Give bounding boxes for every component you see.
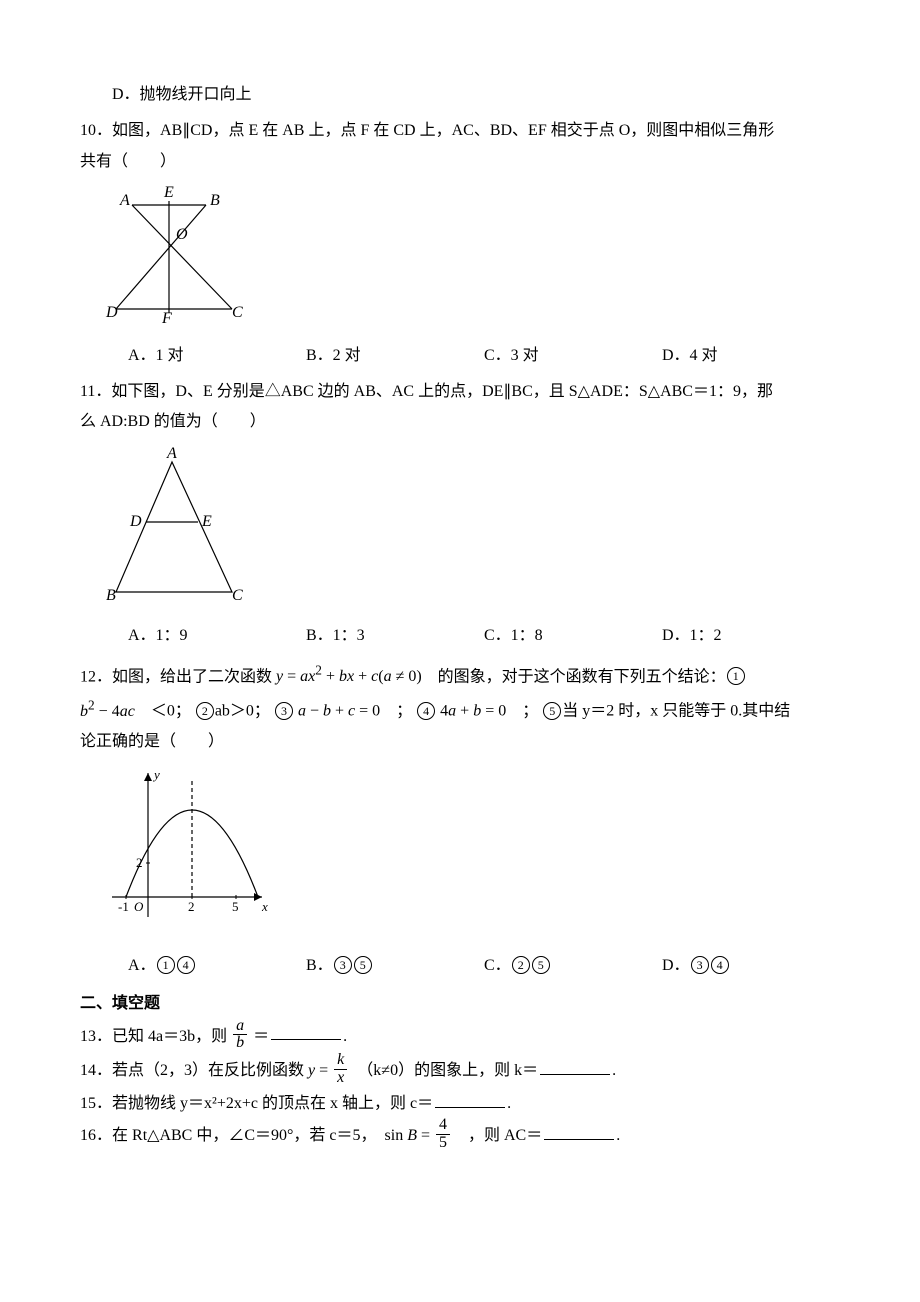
q12-option-a: A．14 — [128, 951, 306, 981]
q11-text-1: 如下图，D、E 分别是△ABC 边的 AB、AC 上的点，DE∥BC，且 S△A… — [111, 383, 773, 400]
q12-circle-4: 4 — [417, 702, 435, 720]
q13-suffix: . — [343, 1027, 347, 1044]
q12-formula-main: y = ax2 + bx + c(a ≠ 0) — [276, 668, 422, 685]
q12-stmt4-formula: 4a + b = 0 — [440, 703, 506, 720]
q11-line2: 么 AD:BD 的值为（ ） — [80, 407, 840, 437]
svg-text:5: 5 — [232, 899, 239, 914]
q15-suffix: . — [507, 1095, 511, 1112]
q14-prefix: 若点（2，3）在反比例函数 — [112, 1062, 308, 1079]
svg-text:A: A — [119, 192, 130, 209]
q12-circle-1: 1 — [727, 667, 745, 685]
q14-number: 14． — [80, 1062, 112, 1079]
q10-line1: 10．如图，AB∥CD，点 E 在 AB 上，点 F 在 CD 上，AC、BD、… — [80, 116, 840, 146]
q11-option-a: A．1：9 — [128, 621, 306, 651]
q16-suffix: . — [616, 1127, 620, 1144]
q13-number: 13． — [80, 1027, 112, 1044]
q16-prefix: 在 Rt△ABC 中，∠C＝90°，若 c＝5， — [112, 1127, 385, 1144]
section-2-title: 二、填空题 — [80, 989, 840, 1019]
q12-line3: 论正确的是（ ） — [80, 727, 840, 757]
q12-prefix: 如图，给出了二次函数 — [112, 668, 276, 685]
svg-text:2: 2 — [136, 855, 143, 870]
q12-stmt1-rest: ＜0； — [135, 703, 191, 720]
svg-text:E: E — [163, 184, 174, 201]
q15: 15．若抛物线 y＝x²+2x+c 的顶点在 x 轴上，则 c＝. — [80, 1089, 840, 1119]
q10-option-d: D．4 对 — [662, 341, 840, 371]
svg-text:D: D — [129, 513, 142, 530]
svg-text:-1: -1 — [118, 899, 129, 914]
q11-options: A．1：9 B．1：3 C．1：8 D．1：2 — [128, 621, 840, 651]
svg-text:x: x — [261, 899, 268, 914]
q10-text-1: 如图，AB∥CD，点 E 在 AB 上，点 F 在 CD 上，AC、BD、EF … — [112, 122, 774, 139]
q12-stmt5: 当 y＝2 时，x 只能等于 0.其中结 — [562, 703, 790, 720]
q14-blank — [540, 1058, 610, 1075]
q15-blank — [435, 1091, 505, 1108]
q13-frac: ab — [233, 1018, 247, 1053]
q14-formula: y = — [308, 1062, 332, 1079]
q12-stmt4-after: ； — [506, 703, 538, 720]
q12-line1: 12．如图，给出了二次函数 y = ax2 + bx + c(a ≠ 0) 的图… — [80, 658, 840, 693]
svg-text:B: B — [106, 587, 116, 604]
q14-suffix: . — [612, 1062, 616, 1079]
q11-line1: 11．如下图，D、E 分别是△ABC 边的 AB、AC 上的点，DE∥BC，且 … — [80, 377, 840, 407]
q12-stmt3-formula: a − b + c = 0 — [298, 703, 380, 720]
q11-option-b: B．1：3 — [306, 621, 484, 651]
q16-after: ，则 AC＝ — [452, 1127, 542, 1144]
q12-circle-2: 2 — [196, 702, 214, 720]
q12-option-b: B．35 — [306, 951, 484, 981]
q12-stmt2: ab＞0； — [215, 703, 270, 720]
q10-option-c: C．3 对 — [484, 341, 662, 371]
svg-text:2: 2 — [188, 899, 195, 914]
q10-number: 10． — [80, 122, 112, 139]
q10-line2: 共有（ ） — [80, 147, 840, 177]
q14-frac: kx — [334, 1052, 347, 1087]
q12-stmt1-formula: b2 − 4ac — [80, 703, 135, 720]
stray-option-d: D．抛物线开口向上 — [80, 80, 840, 110]
svg-text:y: y — [152, 767, 160, 782]
svg-text:F: F — [161, 310, 172, 323]
q12-line2: b2 − 4ac ＜0； 2ab＞0； 3 a − b + c = 0 ； 4 … — [80, 692, 840, 727]
svg-text:O: O — [176, 226, 188, 243]
svg-text:B: B — [210, 192, 220, 209]
q16: 16．在 Rt△ABC 中，∠C＝90°，若 c＝5， sin B = 45 ，… — [80, 1119, 840, 1154]
q14: 14．若点（2，3）在反比例函数 y = kx （k≠0）的图象上，则 k＝. — [80, 1054, 840, 1089]
q16-number: 16． — [80, 1127, 112, 1144]
svg-text:C: C — [232, 304, 243, 321]
svg-text:A: A — [166, 445, 177, 462]
q11-figure: A D E B C — [104, 444, 840, 615]
q10-options: A．1 对 B．2 对 C．3 对 D．4 对 — [128, 341, 840, 371]
q12-options: A．14 B．35 C．25 D．34 — [128, 951, 840, 981]
q11-number: 11． — [80, 383, 111, 400]
q12-circle-3: 3 — [275, 702, 293, 720]
q13-after: ＝ — [249, 1027, 269, 1044]
q10-option-b: B．2 对 — [306, 341, 484, 371]
q15-text: 若抛物线 y＝x²+2x+c 的顶点在 x 轴上，则 c＝ — [112, 1095, 433, 1112]
q12-circle-5: 5 — [543, 702, 561, 720]
q13-blank — [271, 1023, 341, 1040]
svg-text:E: E — [201, 513, 212, 530]
q10-option-a: A．1 对 — [128, 341, 306, 371]
q11-option-c: C．1：8 — [484, 621, 662, 651]
q15-number: 15． — [80, 1095, 112, 1112]
svg-text:D: D — [105, 304, 118, 321]
svg-text:O: O — [134, 899, 144, 914]
q16-frac: 45 — [436, 1117, 450, 1152]
q16-blank — [544, 1123, 614, 1140]
q13: 13．已知 4a＝3b，则 ab ＝. — [80, 1020, 840, 1055]
q12-after-formula: 的图象，对于这个函数有下列五个结论： — [422, 668, 726, 685]
q12-figure: -1 2 5 2 O x y — [104, 763, 840, 944]
svg-text:C: C — [232, 587, 243, 604]
q10-figure: A E B O D F C — [104, 183, 840, 334]
q16-formula: sin B = — [385, 1127, 434, 1144]
q11-option-d: D．1：2 — [662, 621, 840, 651]
q12-number: 12． — [80, 668, 112, 685]
q12-option-c: C．25 — [484, 951, 662, 981]
q12-stmt3-after: ； — [380, 703, 412, 720]
q14-after: （k≠0）的图象上，则 k＝ — [349, 1062, 538, 1079]
q13-prefix: 已知 4a＝3b，则 — [112, 1027, 231, 1044]
q12-option-d: D．34 — [662, 951, 840, 981]
